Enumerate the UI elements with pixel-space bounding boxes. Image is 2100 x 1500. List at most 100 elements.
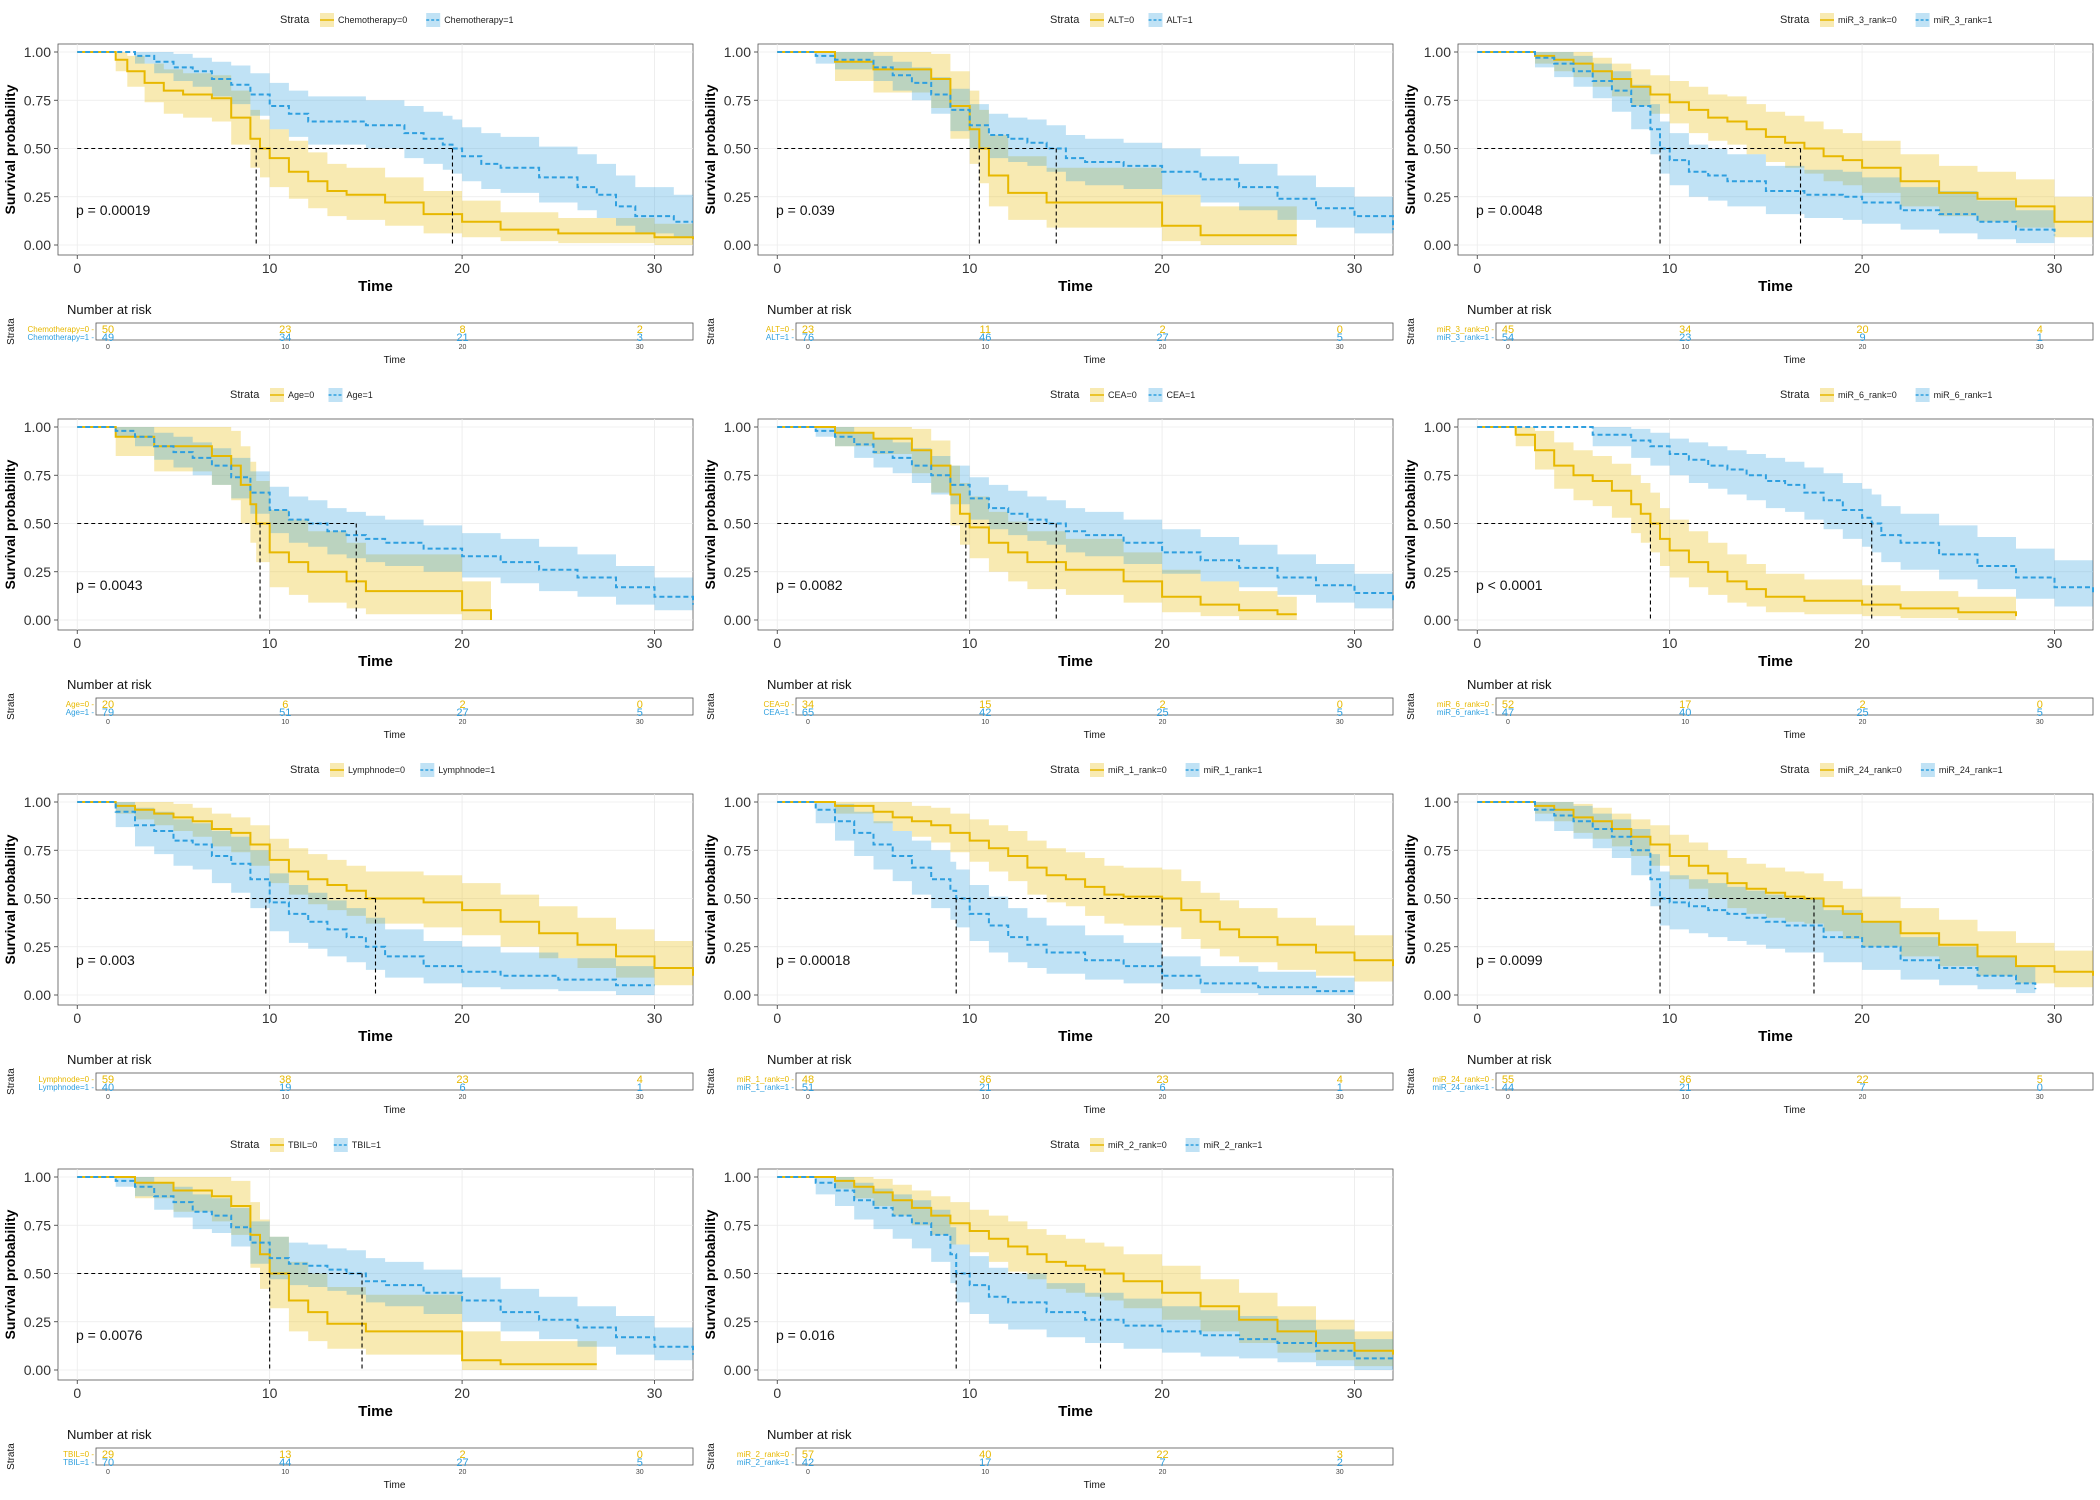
x-axis-title: Time <box>358 1028 393 1045</box>
ci-band-group0 <box>77 802 693 992</box>
y-tick-label: 0.50 <box>24 1266 51 1282</box>
risk-x-tick-label: 20 <box>1159 1094 1167 1101</box>
x-tick-label: 20 <box>1854 635 1870 651</box>
risk-x-tick-label: 30 <box>636 1469 644 1476</box>
survival-curve-group1 <box>77 801 655 987</box>
risk-row-label: Chemotherapy=1 - <box>28 333 95 342</box>
risk-table-title: Number at risk <box>67 1052 152 1067</box>
risk-x-tick-label: 30 <box>2036 1094 2044 1101</box>
x-tick-label: 20 <box>1154 635 1170 651</box>
x-tick-label: 20 <box>1154 1010 1170 1026</box>
plot-panel <box>1457 43 2094 256</box>
y-tick-label: 0.00 <box>24 237 51 253</box>
risk-count: 3 <box>637 332 643 344</box>
risk-count: 4 <box>637 1074 643 1086</box>
risk-x-tick-label: 10 <box>281 719 289 726</box>
y-axis-title: Survival probability <box>2 84 18 214</box>
x-axis-title: Time <box>1058 1403 1093 1420</box>
risk-x-tick-label: 20 <box>1159 719 1167 726</box>
risk-count: 27 <box>456 1457 468 1469</box>
risk-count: 1 <box>637 1082 643 1094</box>
survival-curve-group1 <box>777 1176 1394 1361</box>
y-axis-title: Survival probability <box>1402 84 1418 214</box>
y-tick-label: 0.75 <box>1424 467 1451 483</box>
legend-label: Age=0 <box>288 390 314 400</box>
risk-x-tick-label: 10 <box>281 1094 289 1101</box>
risk-table-title: Number at risk <box>767 302 852 317</box>
risk-count: 7 <box>1159 1457 1165 1469</box>
risk-count: 2 <box>1337 1457 1343 1469</box>
legend-title: Strata <box>1050 14 1080 26</box>
risk-row-label: Age=1 - <box>66 708 95 717</box>
y-tick-label: 1.00 <box>724 1169 751 1185</box>
legend-title: Strata <box>280 14 310 26</box>
survival-curve-group1 <box>1477 801 2037 990</box>
y-tick-label: 1.00 <box>1424 419 1451 435</box>
risk-count: 2 <box>459 1449 465 1461</box>
risk-x-tick-label: 0 <box>806 719 810 726</box>
risk-x-tick-label: 10 <box>281 1469 289 1476</box>
risk-count: 13 <box>279 1449 291 1461</box>
risk-count: 9 <box>1859 332 1865 344</box>
y-tick-label: 0.25 <box>1424 939 1451 955</box>
y-tick-label: 0.00 <box>724 612 751 628</box>
risk-x-tick-label: 0 <box>106 1094 110 1101</box>
y-tick-label: 0.75 <box>1424 92 1451 108</box>
risk-x-tick-label: 0 <box>806 344 810 351</box>
risk-table-frame <box>795 1072 1394 1091</box>
risk-table-frame <box>1495 322 2094 341</box>
risk-count: 5 <box>1337 707 1343 719</box>
risk-count: 20 <box>102 699 114 711</box>
risk-count: 34 <box>1679 324 1691 336</box>
y-tick-label: 1.00 <box>1424 794 1451 810</box>
risk-count: 7 <box>1859 1082 1865 1094</box>
survival-curve-group1 <box>1477 51 2056 236</box>
risk-x-tick-label: 30 <box>1336 719 1344 726</box>
y-tick-label: 0.25 <box>24 564 51 580</box>
p-value: p = 0.039 <box>776 202 835 218</box>
x-axis-title: Time <box>358 1403 393 1420</box>
y-tick-label: 1.00 <box>724 419 751 435</box>
risk-x-tick-label: 10 <box>981 1094 989 1101</box>
risk-x-tick-label: 20 <box>1159 1469 1167 1476</box>
plot-panel <box>757 418 1394 631</box>
km-panel-10: Strata TBIL=0 TBIL=1 p = 0.0076 0.00 0.25 0.50… <box>2 1138 694 1491</box>
risk-count: 1 <box>1337 1082 1343 1094</box>
risk-x-tick-label: 0 <box>806 1094 810 1101</box>
y-tick-label: 0.00 <box>724 987 751 1003</box>
risk-count: 47 <box>1502 707 1514 719</box>
p-value: p = 0.0043 <box>76 577 143 593</box>
y-tick-label: 0.50 <box>1424 516 1451 532</box>
risk-x-tick-label: 20 <box>1859 344 1867 351</box>
risk-count: 19 <box>279 1082 291 1094</box>
risk-count: 38 <box>279 1074 291 1086</box>
risk-count: 42 <box>979 707 991 719</box>
x-tick-label: 30 <box>647 635 663 651</box>
ci-band-group1 <box>77 802 655 995</box>
risk-count: 23 <box>1156 1074 1168 1086</box>
y-tick-label: 0.50 <box>24 141 51 157</box>
x-tick-label: 30 <box>2047 1010 2063 1026</box>
risk-count: 34 <box>802 699 814 711</box>
risk-count: 11 <box>980 324 991 336</box>
risk-count: 48 <box>802 1074 814 1086</box>
risk-count: 2 <box>1859 699 1865 711</box>
x-tick-label: 10 <box>962 260 978 276</box>
risk-table-frame <box>95 1447 694 1466</box>
plot-panel <box>757 43 1394 256</box>
legend-label: Age=1 <box>347 390 373 400</box>
survival-curve-group0 <box>1477 426 2017 617</box>
x-tick-label: 30 <box>1347 635 1363 651</box>
risk-count: 0 <box>637 1449 643 1461</box>
x-tick-label: 20 <box>454 1010 470 1026</box>
x-axis-title: Time <box>358 278 393 295</box>
x-axis-title: Time <box>1758 278 1793 295</box>
risk-count: 20 <box>1856 324 1868 336</box>
risk-row-label: Lymphnode=1 - <box>38 1083 94 1092</box>
ci-band-group1 <box>77 52 693 238</box>
survival-curve-group1 <box>77 51 693 223</box>
risk-table-title: Number at risk <box>67 677 152 692</box>
risk-row-label: miR_2_rank=0 - <box>737 1450 794 1459</box>
